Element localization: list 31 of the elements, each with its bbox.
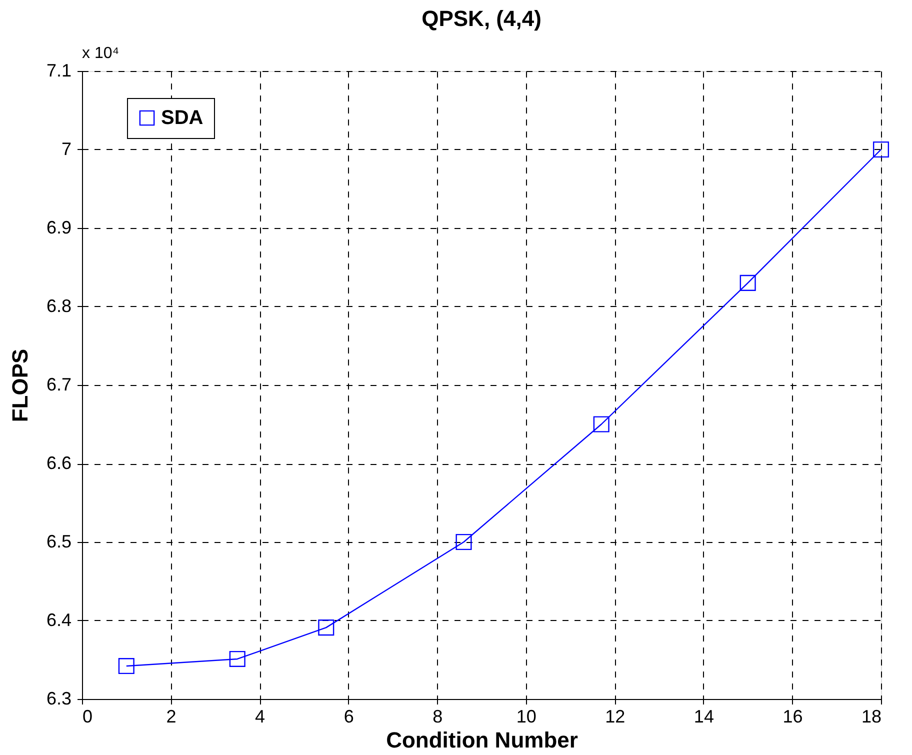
y-tick-label: 6.9 [46,218,72,238]
y-tick-label: 7.1 [46,60,72,80]
y-tick-label: 6.7 [46,374,72,394]
y-tick-label: 6.3 [46,688,72,708]
x-tick-label: 6 [344,706,354,726]
point [872,141,890,158]
y-tick-label: 6.8 [46,296,72,316]
x-tick-label: 4 [255,706,266,726]
y-tick-label: 7 [61,139,72,159]
x-tick-label: 10 [516,706,536,726]
x-tick-label: 14 [694,706,714,726]
x-tick-label: 18 [861,706,882,726]
point [229,650,246,667]
chart-title: QPSK, (4,4) [422,6,542,31]
x-tick-label: 2 [166,706,176,726]
x-tick-label: 16 [782,706,803,726]
y-tick-label: 6.5 [46,532,72,552]
x-tick-label: 12 [605,706,626,726]
legend-label: SDA [161,107,204,129]
x-tick-label: 0 [82,706,93,726]
x-tick-label: 8 [432,706,443,726]
text: x 10⁴ [82,45,120,62]
point [593,416,610,432]
point [740,274,756,291]
y-tick-label: 6.4 [46,610,72,630]
point [456,534,472,550]
point [118,658,134,674]
y-axis-title: FLOPS [7,348,32,422]
x-axis-title: Condition Number [386,728,578,752]
point [318,620,334,636]
y-tick-label: 6.6 [46,453,72,473]
